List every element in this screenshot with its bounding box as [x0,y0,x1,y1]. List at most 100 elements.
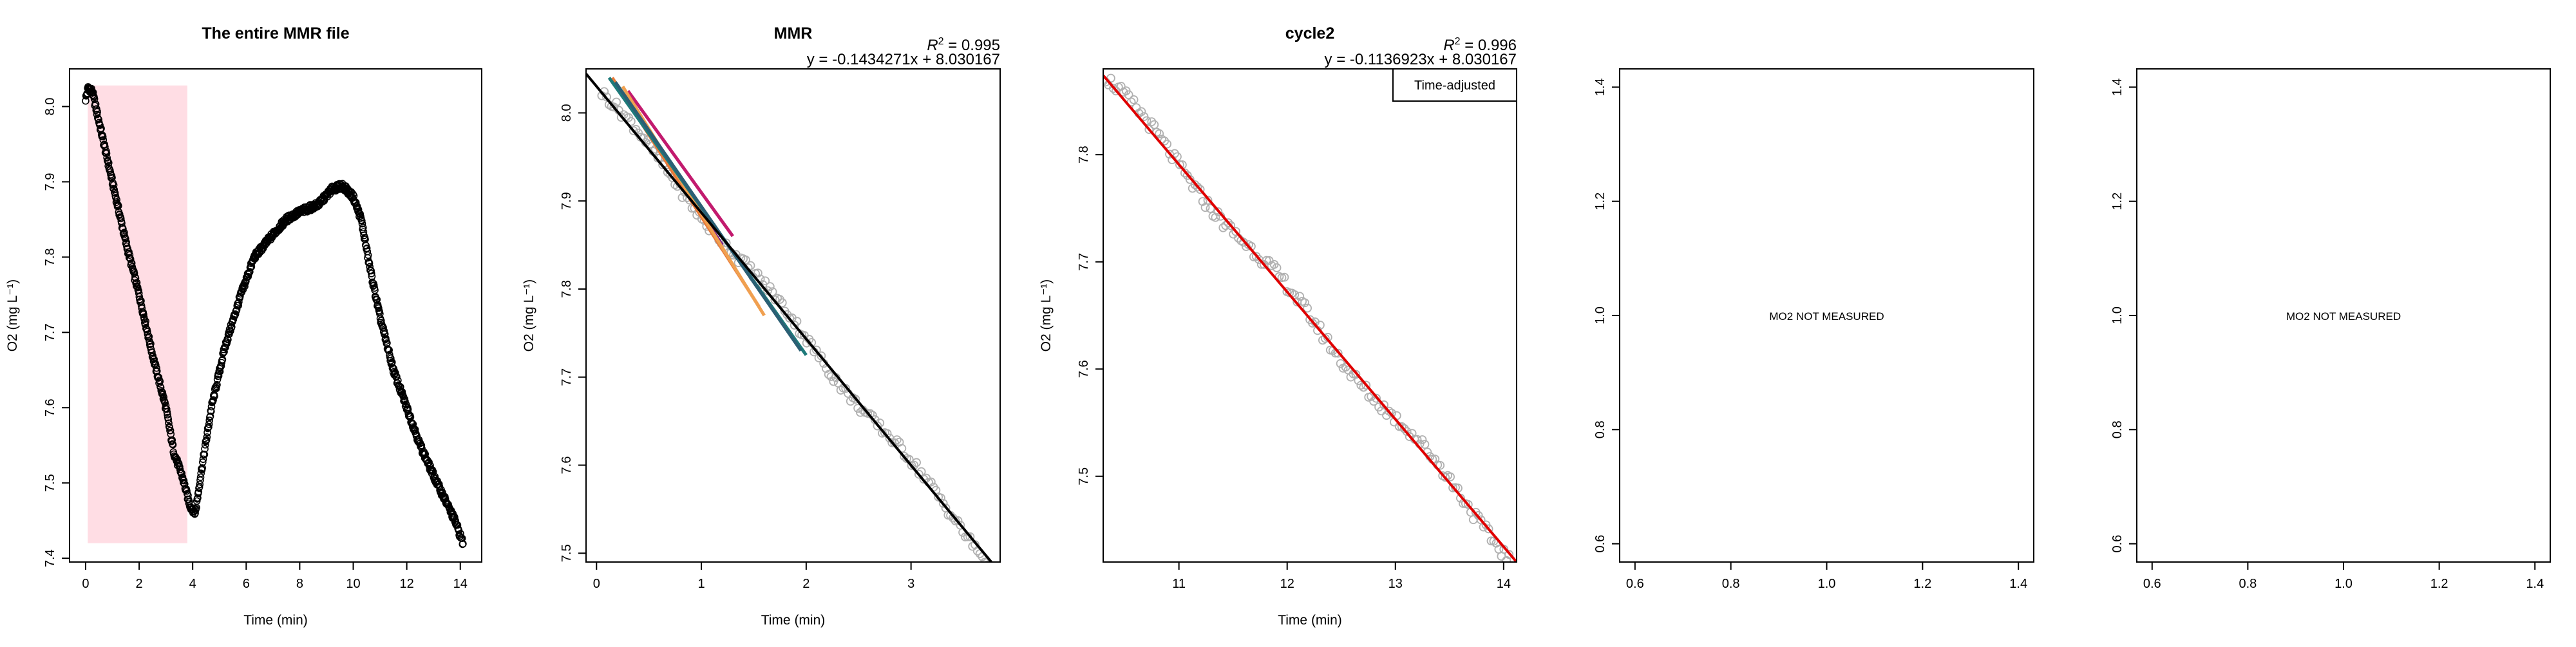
y-tick-label: 1.0 [1593,306,1607,324]
y-tick-label: 7.9 [43,173,57,191]
data-point [141,321,149,328]
data-point [912,458,921,467]
data-point [135,293,144,301]
data-point [1150,120,1159,129]
data-point [147,340,155,348]
y-tick-label: 0.6 [2110,535,2125,553]
fit-equation: y = -0.1136923x + 8.030167 [1325,51,1517,68]
x-tick-label: 1.0 [1818,577,1836,591]
data-point [213,380,221,389]
x-tick-label: 12 [1280,577,1294,591]
data-point [602,92,611,102]
y-tick-label: 7.7 [43,323,57,341]
data-point [398,388,406,396]
y-tick-label: 1.2 [2110,192,2125,211]
data-point [205,417,214,424]
data-point [426,462,434,469]
data-point [366,263,374,271]
data-point [382,334,390,342]
data-point [214,372,223,380]
data-point [1224,218,1233,227]
data-point [1446,472,1455,482]
chart-panel-2: 0 1 2 3 7.5 7.6 7.7 7.8 7.9 8.0 Time (min) O2 (mg L… [522,24,1001,628]
y-tick-label: 7.8 [560,280,574,298]
y-tick-label: 7.5 [1077,467,1091,485]
y-tick-label: 7.8 [1077,145,1091,164]
x-tick-label: 4 [189,577,196,591]
y-tick-label: 7.9 [560,192,574,210]
data-point [117,214,125,223]
x-tick-label: 1 [698,577,705,591]
x-tick-label: 14 [453,577,468,591]
y-tick-label: 7.6 [560,456,574,474]
plot-area [586,73,993,562]
data-point [211,392,218,400]
r-squared-label: R2 = 0.996 [1443,36,1517,54]
data-point [196,480,204,489]
data-point [1213,207,1223,216]
data-point [826,372,836,381]
data-point [220,348,228,356]
x-tick-label: 0.6 [1626,577,1644,591]
data-point [386,354,395,362]
data-point [201,441,209,449]
data-point [381,330,389,338]
y-tick-label: 8.0 [43,98,57,116]
data-point [205,420,213,428]
data-point [133,279,141,286]
data-point [104,159,113,167]
x-axis-label: Time (min) [243,613,308,628]
plot-frame [585,68,1001,563]
data-point [451,513,459,521]
data-point [176,463,184,471]
data-point [1435,460,1445,470]
data-point [162,405,171,413]
data-point [124,245,131,253]
data-point [140,310,147,319]
data-point [1463,500,1473,509]
data-point [243,270,252,277]
x-tick-label: 3 [907,577,914,591]
not-measured-message: MO2 NOT MEASURED [2286,310,2401,323]
data-point [196,473,205,482]
data-point [1203,196,1213,205]
data-point [417,442,426,449]
x-tick-label: 1.4 [2526,577,2544,591]
y-tick-label: 0.8 [2110,420,2125,438]
data-point [200,451,209,458]
data-point [367,267,375,275]
regression-segment-6 [614,81,802,352]
data-point [984,561,990,562]
data-point [1165,149,1174,159]
data-point [206,412,214,420]
data-point [1399,424,1409,433]
data-point [1262,256,1271,265]
data-point [1206,203,1215,213]
data-point [368,270,375,277]
data-point [207,407,215,415]
data-point [811,345,821,355]
y-tick-label: 0.8 [1593,420,1607,438]
data-point [401,397,409,406]
data-point [761,276,770,286]
data-point [202,436,211,444]
data-point [1385,406,1394,416]
data-point [777,298,787,308]
chart-panel-1: 0 2 4 6 8 10 12 14 7.4 7.5 7.6 7.7 7.8 7.9 8.0 Time (mi… [5,24,482,628]
data-point [1369,397,1379,406]
x-tick-label: 0 [82,577,89,591]
data-point [965,532,975,541]
x-tick-label: 11 [1172,577,1186,591]
y-tick-label: 1.2 [1593,192,1607,211]
data-point [1129,95,1139,104]
data-point [126,251,134,259]
data-point [1379,400,1388,409]
x-tick-label: 12 [400,577,414,591]
data-point [199,455,207,464]
y-axis-label: O2 (mg L⁻¹) [5,279,20,352]
y-tick-label: 7.6 [43,399,57,417]
data-point [163,408,171,416]
y-tick-label: 7.8 [43,248,57,266]
x-tick-label: 0.8 [2239,577,2257,591]
y-tick-label: 0.6 [1593,535,1607,553]
